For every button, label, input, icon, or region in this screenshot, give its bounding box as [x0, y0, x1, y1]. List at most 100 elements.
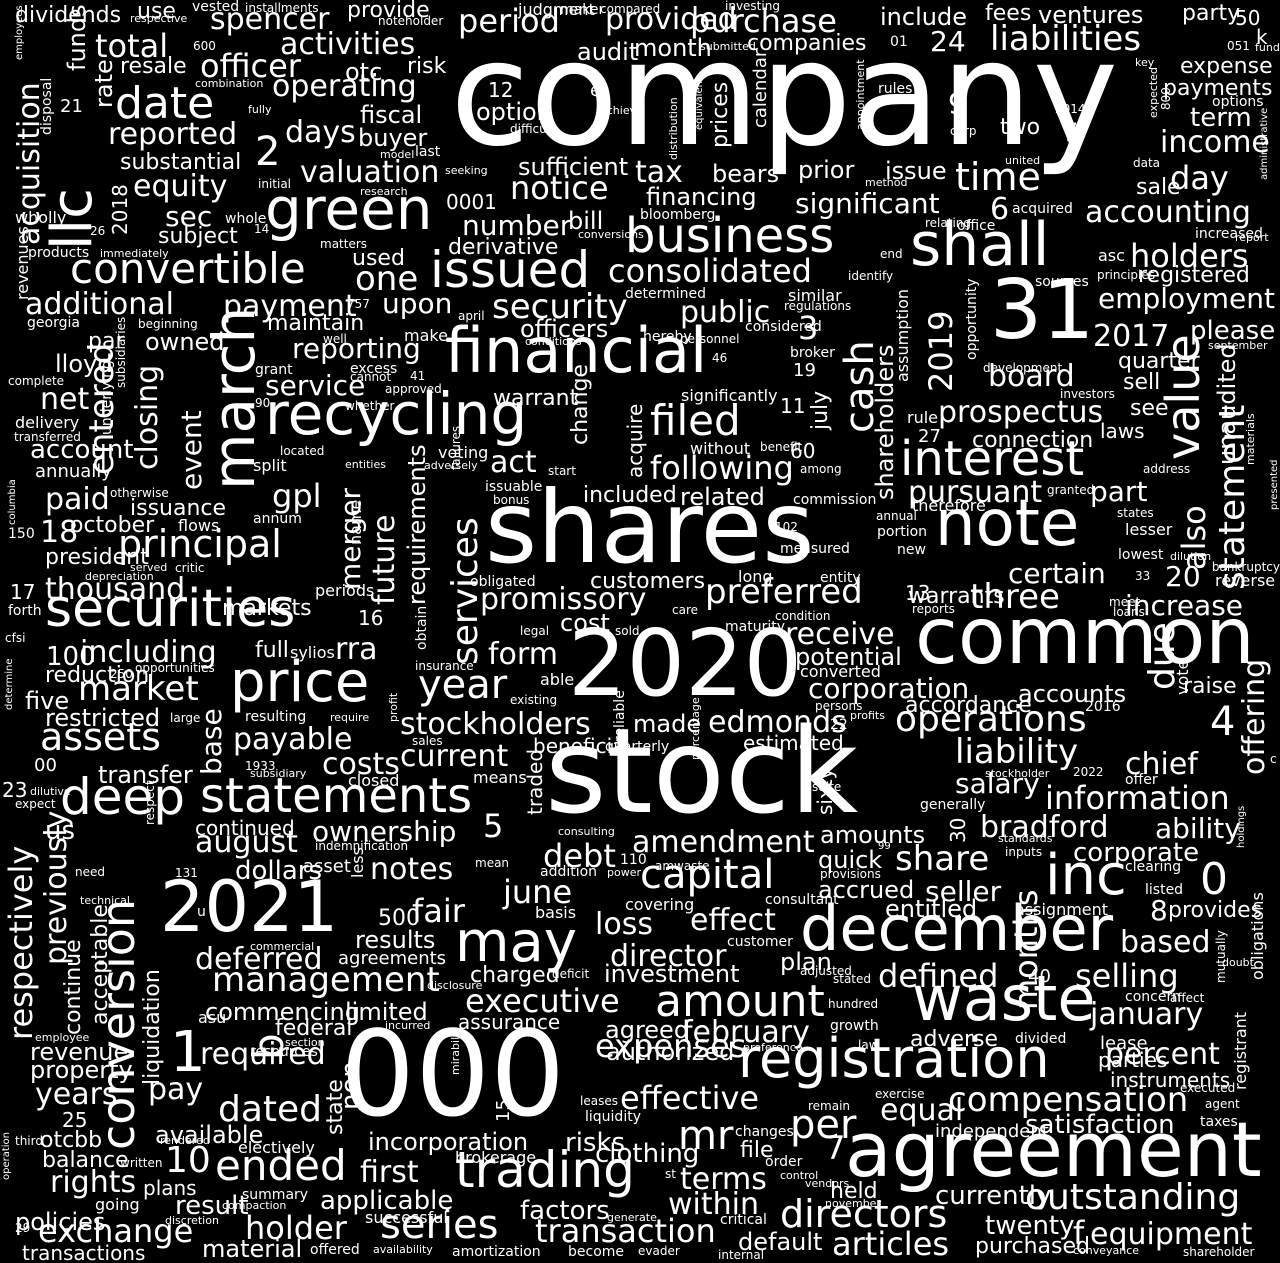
word-split: split: [253, 456, 287, 475]
word-please: please: [1190, 316, 1276, 346]
word-reporting: reporting: [292, 332, 421, 365]
word-offered: offered: [310, 1242, 360, 1258]
word-w29: 29: [15, 1221, 31, 1235]
word-policies: policies: [15, 1208, 106, 1236]
word-executed: executed: [1180, 1081, 1236, 1095]
word-w4: 4: [1210, 699, 1236, 745]
word-statements: statements: [200, 768, 473, 824]
word-shares: shares: [485, 469, 815, 586]
word-w600: 600: [193, 39, 216, 53]
word-adverse: adverse: [910, 1027, 999, 1052]
word-expenses: expenses: [595, 1027, 747, 1065]
word-converted: converted: [800, 662, 881, 681]
word-substantial: substantial: [120, 150, 242, 175]
word-forth: forth: [8, 603, 42, 619]
word-pay: pay: [148, 1072, 204, 1107]
word-price: price: [230, 650, 370, 715]
word-plan: plan: [780, 948, 832, 976]
word-acquired: acquired: [1012, 201, 1073, 217]
word-waste: waste: [912, 962, 1096, 1035]
word-identify: identify: [848, 269, 894, 283]
word-successful: successful: [365, 1208, 448, 1227]
word-agent: agent: [1205, 1097, 1240, 1111]
word-increase: increase: [1125, 589, 1244, 622]
word-three: three: [970, 577, 1060, 617]
word-services: services: [445, 517, 486, 665]
word-principles: principles: [1097, 268, 1156, 282]
word-w250: 250: [110, 667, 133, 681]
word-february: february: [682, 1015, 810, 1050]
word-resale: resale: [120, 54, 187, 79]
word-ii: ii: [1065, 119, 1079, 147]
word-respective: respective: [130, 12, 188, 25]
word-mirabile: mirabile: [449, 1030, 462, 1075]
word-purchased: purchased: [975, 1234, 1090, 1259]
word-w01: 01: [890, 34, 908, 50]
word-notice: notice: [510, 169, 609, 207]
word-term: term: [1190, 103, 1252, 133]
word-less: less: [348, 847, 367, 878]
word-rra: rra: [335, 632, 378, 667]
word-georgia: georgia: [27, 315, 80, 331]
word-third: third: [15, 1134, 43, 1148]
word-w051: 051: [1227, 39, 1250, 53]
word-regulations: regulations: [784, 299, 852, 313]
word-default: default: [738, 1228, 823, 1256]
word-legal: legal: [520, 624, 550, 638]
word-st: st: [665, 1167, 676, 1181]
word-thousand: thousand: [45, 572, 186, 607]
word-continued: continued: [195, 816, 295, 840]
word-w41: 41: [410, 369, 426, 383]
word-matters: matters: [320, 237, 368, 251]
word-liabilities: liabilities: [990, 19, 1142, 59]
word-critical: critical: [720, 1212, 767, 1228]
word-model: model: [380, 148, 415, 161]
word-office: office: [957, 218, 996, 234]
word-convertible: convertible: [70, 244, 306, 293]
word-dated: dated: [218, 1089, 323, 1130]
word-acquire: acquire: [623, 403, 647, 478]
word-dilution: dilution: [1170, 550, 1212, 563]
word-columbia: columbia: [7, 479, 18, 525]
word-compared: compared: [600, 2, 661, 16]
word-consolidated: consolidated: [608, 252, 812, 290]
word-option: option: [476, 98, 552, 126]
word-w11: 11: [780, 394, 806, 418]
word-name: name: [346, 499, 365, 545]
word-availability: availability: [373, 1243, 433, 1256]
word-w20: 20: [1165, 560, 1201, 593]
word-w2022: 2022: [1073, 765, 1104, 779]
word-bankruptcy: bankruptcy: [1211, 560, 1280, 574]
word-applicable: applicable: [320, 1186, 454, 1216]
word-debt: debt: [543, 837, 616, 875]
word-development: development: [983, 361, 1063, 375]
word-w17: 17: [10, 580, 36, 604]
word-power: power: [607, 866, 641, 879]
word-electively: electively: [238, 1138, 315, 1157]
word-w100: 100: [46, 642, 96, 672]
word-increased: increased: [1195, 226, 1263, 242]
word-available: available: [155, 1121, 264, 1149]
word-amortization: amortization: [452, 1244, 541, 1260]
word-reports: reports: [912, 602, 955, 616]
word-benefit: benefit: [760, 440, 803, 454]
word-based: based: [1120, 925, 1211, 960]
word-w110: 110: [620, 852, 647, 868]
word-w3: 3: [798, 309, 819, 347]
word-w2: 2: [255, 129, 281, 175]
word-fees: fees: [985, 1, 1032, 26]
word-officers: officers: [520, 315, 609, 343]
word-states: states: [1117, 506, 1154, 520]
word-federal: federal: [275, 1016, 353, 1041]
word-accordance: accordance: [905, 693, 1032, 718]
word-loss: loss: [595, 907, 653, 942]
word-assurance: assurance: [458, 1010, 561, 1034]
word-without: without: [690, 439, 751, 458]
word-new: new: [897, 542, 926, 558]
word-used: used: [352, 246, 405, 271]
word-expected: expected: [1147, 67, 1160, 118]
word-measured: measured: [780, 541, 850, 557]
word-therefore: therefore: [912, 496, 986, 515]
word-see: see: [1130, 396, 1169, 421]
word-connection: connection: [972, 428, 1094, 453]
